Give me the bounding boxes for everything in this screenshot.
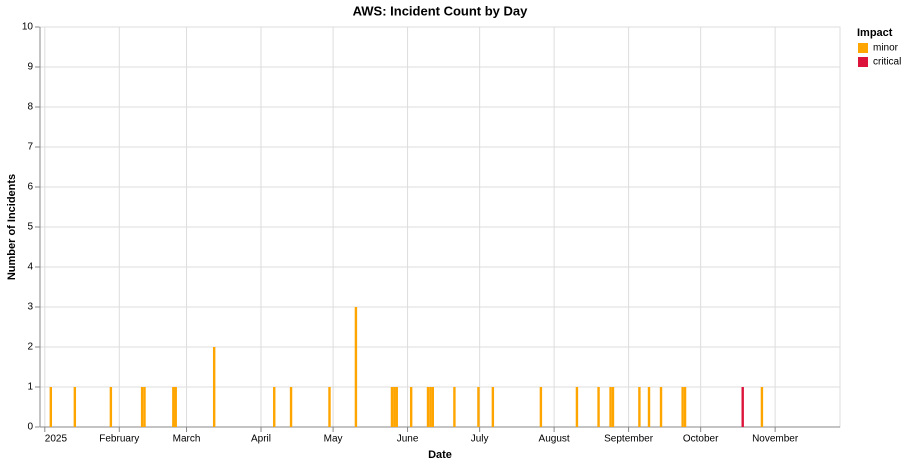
- bar: [453, 387, 456, 427]
- y-tick-label: 8: [27, 102, 33, 113]
- y-tick-label: 4: [27, 262, 33, 273]
- bar: [140, 387, 144, 427]
- bar: [328, 387, 331, 427]
- legend-swatch: [858, 43, 868, 53]
- y-tick-label: 7: [27, 142, 33, 153]
- bar: [539, 387, 543, 427]
- x-tick-label: April: [251, 434, 271, 445]
- y-tick-label: 9: [27, 62, 33, 73]
- bar: [491, 387, 495, 427]
- x-tick-label: February: [99, 434, 139, 445]
- bar: [477, 387, 480, 427]
- bar: [575, 387, 579, 427]
- chart-title: AWS: Incident Count by Day: [353, 3, 529, 18]
- bar: [647, 387, 651, 427]
- bar: [273, 387, 276, 427]
- x-tick-label: September: [604, 434, 654, 445]
- bar: [429, 387, 432, 427]
- bar: [73, 387, 77, 427]
- x-tick-label: November: [752, 434, 799, 445]
- x-tick-label: March: [173, 434, 201, 445]
- bar: [174, 387, 177, 427]
- y-axis-title: Number of Incidents: [6, 174, 18, 280]
- x-tick-label: 2025: [45, 434, 68, 445]
- bar: [109, 387, 113, 427]
- bar: [49, 387, 53, 427]
- x-tick-label: August: [539, 434, 570, 445]
- y-tick-label: 2: [27, 342, 33, 353]
- y-tick-label: 1: [27, 382, 33, 393]
- bar: [409, 387, 413, 427]
- y-tick-label: 5: [27, 222, 33, 233]
- bar: [143, 387, 146, 427]
- legend-label: minor: [873, 43, 899, 54]
- bar: [638, 387, 641, 427]
- x-tick-label: June: [397, 434, 419, 445]
- bar: [289, 387, 293, 427]
- y-tick-label: 3: [27, 302, 33, 313]
- bar: [681, 387, 684, 427]
- bar: [172, 387, 175, 427]
- legend-label: critical: [873, 57, 901, 68]
- bar: [426, 387, 430, 427]
- bar: [431, 387, 434, 427]
- bar: [395, 387, 398, 427]
- bar: [683, 387, 687, 427]
- legend-title: Impact: [857, 27, 893, 39]
- x-tick-label: July: [471, 434, 489, 445]
- y-tick-label: 10: [22, 22, 34, 33]
- x-tick-label: May: [324, 434, 343, 445]
- bar: [393, 387, 396, 427]
- bar: [609, 387, 612, 427]
- bar: [760, 387, 764, 427]
- x-axis-title: Date: [428, 449, 452, 461]
- bar: [354, 307, 358, 427]
- x-tick-label: October: [683, 434, 719, 445]
- bar: [659, 387, 663, 427]
- y-tick-label: 6: [27, 182, 33, 193]
- y-tick-label: 0: [27, 422, 33, 433]
- bar: [212, 347, 216, 427]
- legend-swatch: [858, 57, 868, 67]
- bar: [611, 387, 615, 427]
- bar: [597, 387, 600, 427]
- bar: [741, 387, 744, 427]
- bar: [390, 387, 394, 427]
